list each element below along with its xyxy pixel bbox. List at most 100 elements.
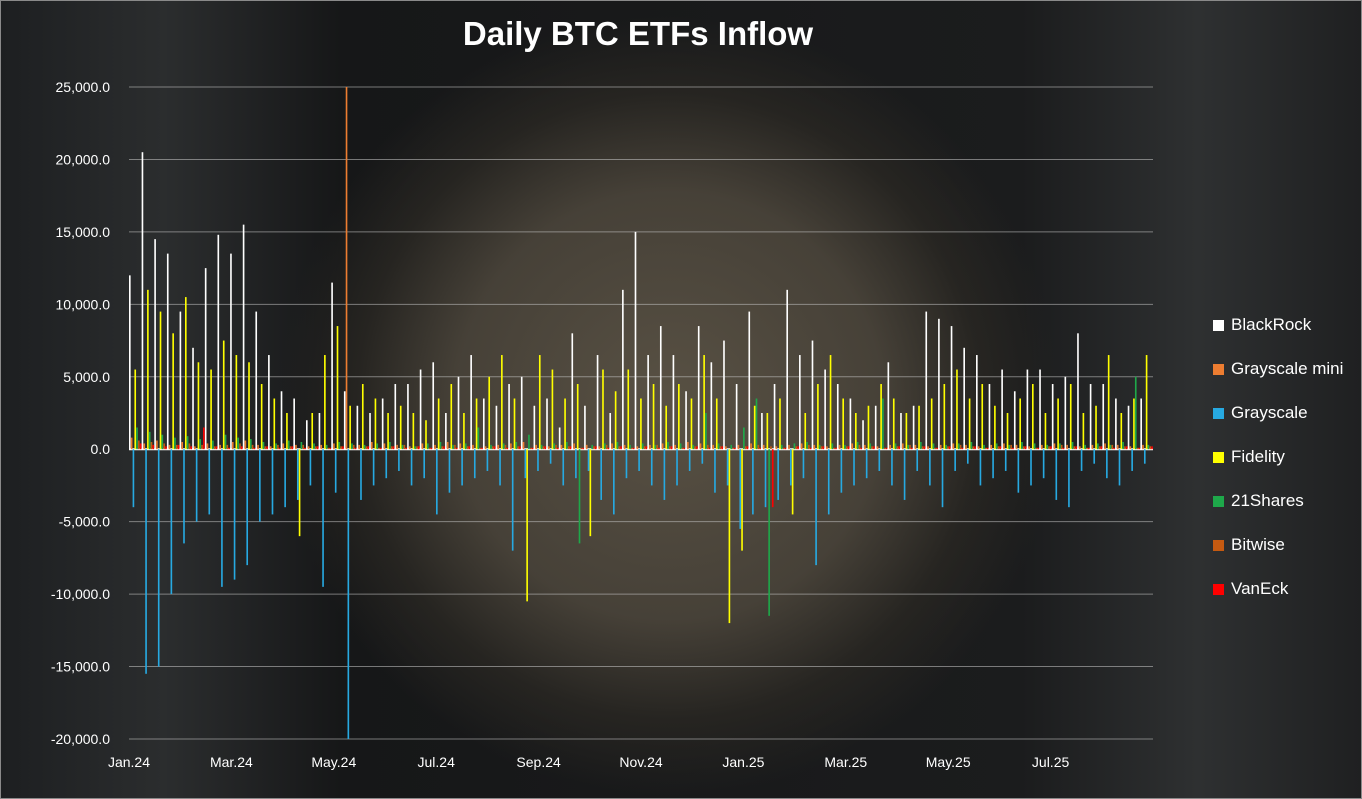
bar-vaneck — [1087, 447, 1090, 450]
bar-vaneck — [911, 447, 913, 450]
bar-vaneck — [152, 444, 155, 450]
bar-21shares — [1071, 441, 1074, 450]
chart-title: Daily BTC ETFs Inflow — [462, 15, 814, 52]
bar-grayscale — [549, 449, 552, 464]
bar-blackrock — [697, 326, 700, 450]
bar-vaneck — [165, 446, 167, 450]
bar-blackrock — [976, 355, 978, 450]
bar-21shares — [186, 436, 189, 450]
bar-blackrock — [293, 398, 295, 450]
bar-grayscale — [1118, 449, 1121, 486]
bar-blackrock — [381, 398, 384, 450]
bar-blackrock — [609, 413, 612, 450]
bar-21shares — [502, 443, 505, 450]
bar-21shares — [603, 443, 606, 450]
bar-grayscale — [1080, 449, 1083, 471]
bar-fidelity — [665, 405, 668, 450]
bar-vaneck — [1012, 447, 1014, 450]
legend-label: Grayscale — [1231, 403, 1308, 422]
bar-grayscale — [195, 449, 198, 522]
bar-grayscale-mini — [1078, 446, 1081, 450]
bar-bitwise — [264, 446, 267, 450]
bar-blackrock — [1013, 391, 1016, 450]
bar-blackrock — [1051, 384, 1054, 450]
bar-grayscale-mini — [345, 87, 348, 450]
bar-21shares — [743, 427, 745, 450]
bar-grayscale — [992, 449, 994, 479]
bar-fidelity — [564, 398, 566, 450]
bar-21shares — [325, 444, 328, 450]
bar-vaneck — [1037, 447, 1040, 450]
bar-vaneck — [215, 446, 218, 450]
y-tick-label: -15,000.0 — [51, 659, 110, 675]
bar-21shares — [287, 440, 290, 450]
bar-grayscale-mini — [788, 444, 790, 450]
bar-bitwise — [150, 441, 153, 450]
bar-fidelity — [260, 384, 263, 450]
bar-grayscale-mini — [472, 444, 474, 450]
bar-blackrock — [938, 318, 940, 450]
bar-grayscale — [511, 449, 514, 551]
bar-bitwise — [808, 444, 810, 450]
bar-21shares — [641, 443, 644, 450]
bar-fidelity — [298, 449, 301, 537]
bar-grayscale-mini — [1116, 444, 1119, 450]
bar-21shares — [894, 443, 897, 450]
y-tick-label: 15,000.0 — [56, 224, 111, 240]
x-tick-label: Nov.24 — [619, 754, 663, 770]
bar-fidelity — [1057, 398, 1059, 450]
bar-grayscale-mini — [535, 444, 537, 450]
bar-vaneck — [519, 446, 521, 450]
bar-grayscale-mini — [750, 443, 752, 450]
bar-bitwise — [681, 447, 684, 450]
bar-vaneck — [696, 446, 698, 450]
bar-blackrock — [811, 340, 814, 450]
bar-21shares — [389, 441, 391, 450]
bar-bitwise — [529, 447, 532, 450]
bar-vaneck — [594, 446, 597, 450]
bar-21shares — [224, 434, 227, 450]
bar-vaneck — [936, 447, 938, 450]
bar-blackrock — [912, 405, 915, 450]
bar-blackrock — [369, 413, 371, 450]
bar-bitwise — [985, 447, 987, 450]
bar-bitwise — [719, 446, 722, 450]
bar-fidelity — [248, 362, 250, 450]
bar-blackrock — [849, 398, 852, 450]
bar-21shares — [591, 444, 593, 450]
x-tick-label: May.25 — [926, 754, 971, 770]
bar-21shares — [490, 444, 492, 450]
bar-fidelity — [172, 333, 174, 450]
bar-bitwise — [580, 447, 583, 450]
bar-fidelity — [210, 369, 212, 450]
bar-21shares — [995, 443, 998, 450]
bar-vaneck — [291, 446, 294, 450]
bar-grayscale-mini — [674, 444, 677, 450]
bar-bitwise — [1124, 446, 1126, 450]
bar-vaneck — [797, 446, 799, 450]
bar-fidelity — [652, 384, 655, 450]
bar-vaneck — [443, 446, 445, 450]
bar-grayscale — [145, 449, 147, 674]
legend-label: Bitwise — [1231, 535, 1285, 554]
bar-grayscale-mini — [421, 443, 424, 450]
bar-21shares — [983, 444, 985, 450]
bar-bitwise — [732, 447, 734, 450]
legend-swatch — [1213, 363, 1224, 375]
bar-grayscale-mini — [977, 446, 980, 450]
bar-bitwise — [416, 446, 418, 450]
bar-vaneck — [746, 446, 749, 450]
bar-bitwise — [1073, 446, 1076, 450]
bar-bitwise — [175, 444, 178, 450]
bar-grayscale — [562, 449, 565, 486]
bar-fidelity — [349, 405, 351, 450]
bar-blackrock — [432, 362, 435, 450]
bar-grayscale-mini — [320, 444, 323, 450]
bar-fidelity — [235, 355, 238, 450]
bar-grayscale — [903, 449, 906, 500]
bar-grayscale — [966, 449, 969, 464]
bar-fidelity — [791, 449, 794, 515]
bar-vaneck — [417, 446, 420, 450]
bar-grayscale-mini — [307, 446, 310, 450]
